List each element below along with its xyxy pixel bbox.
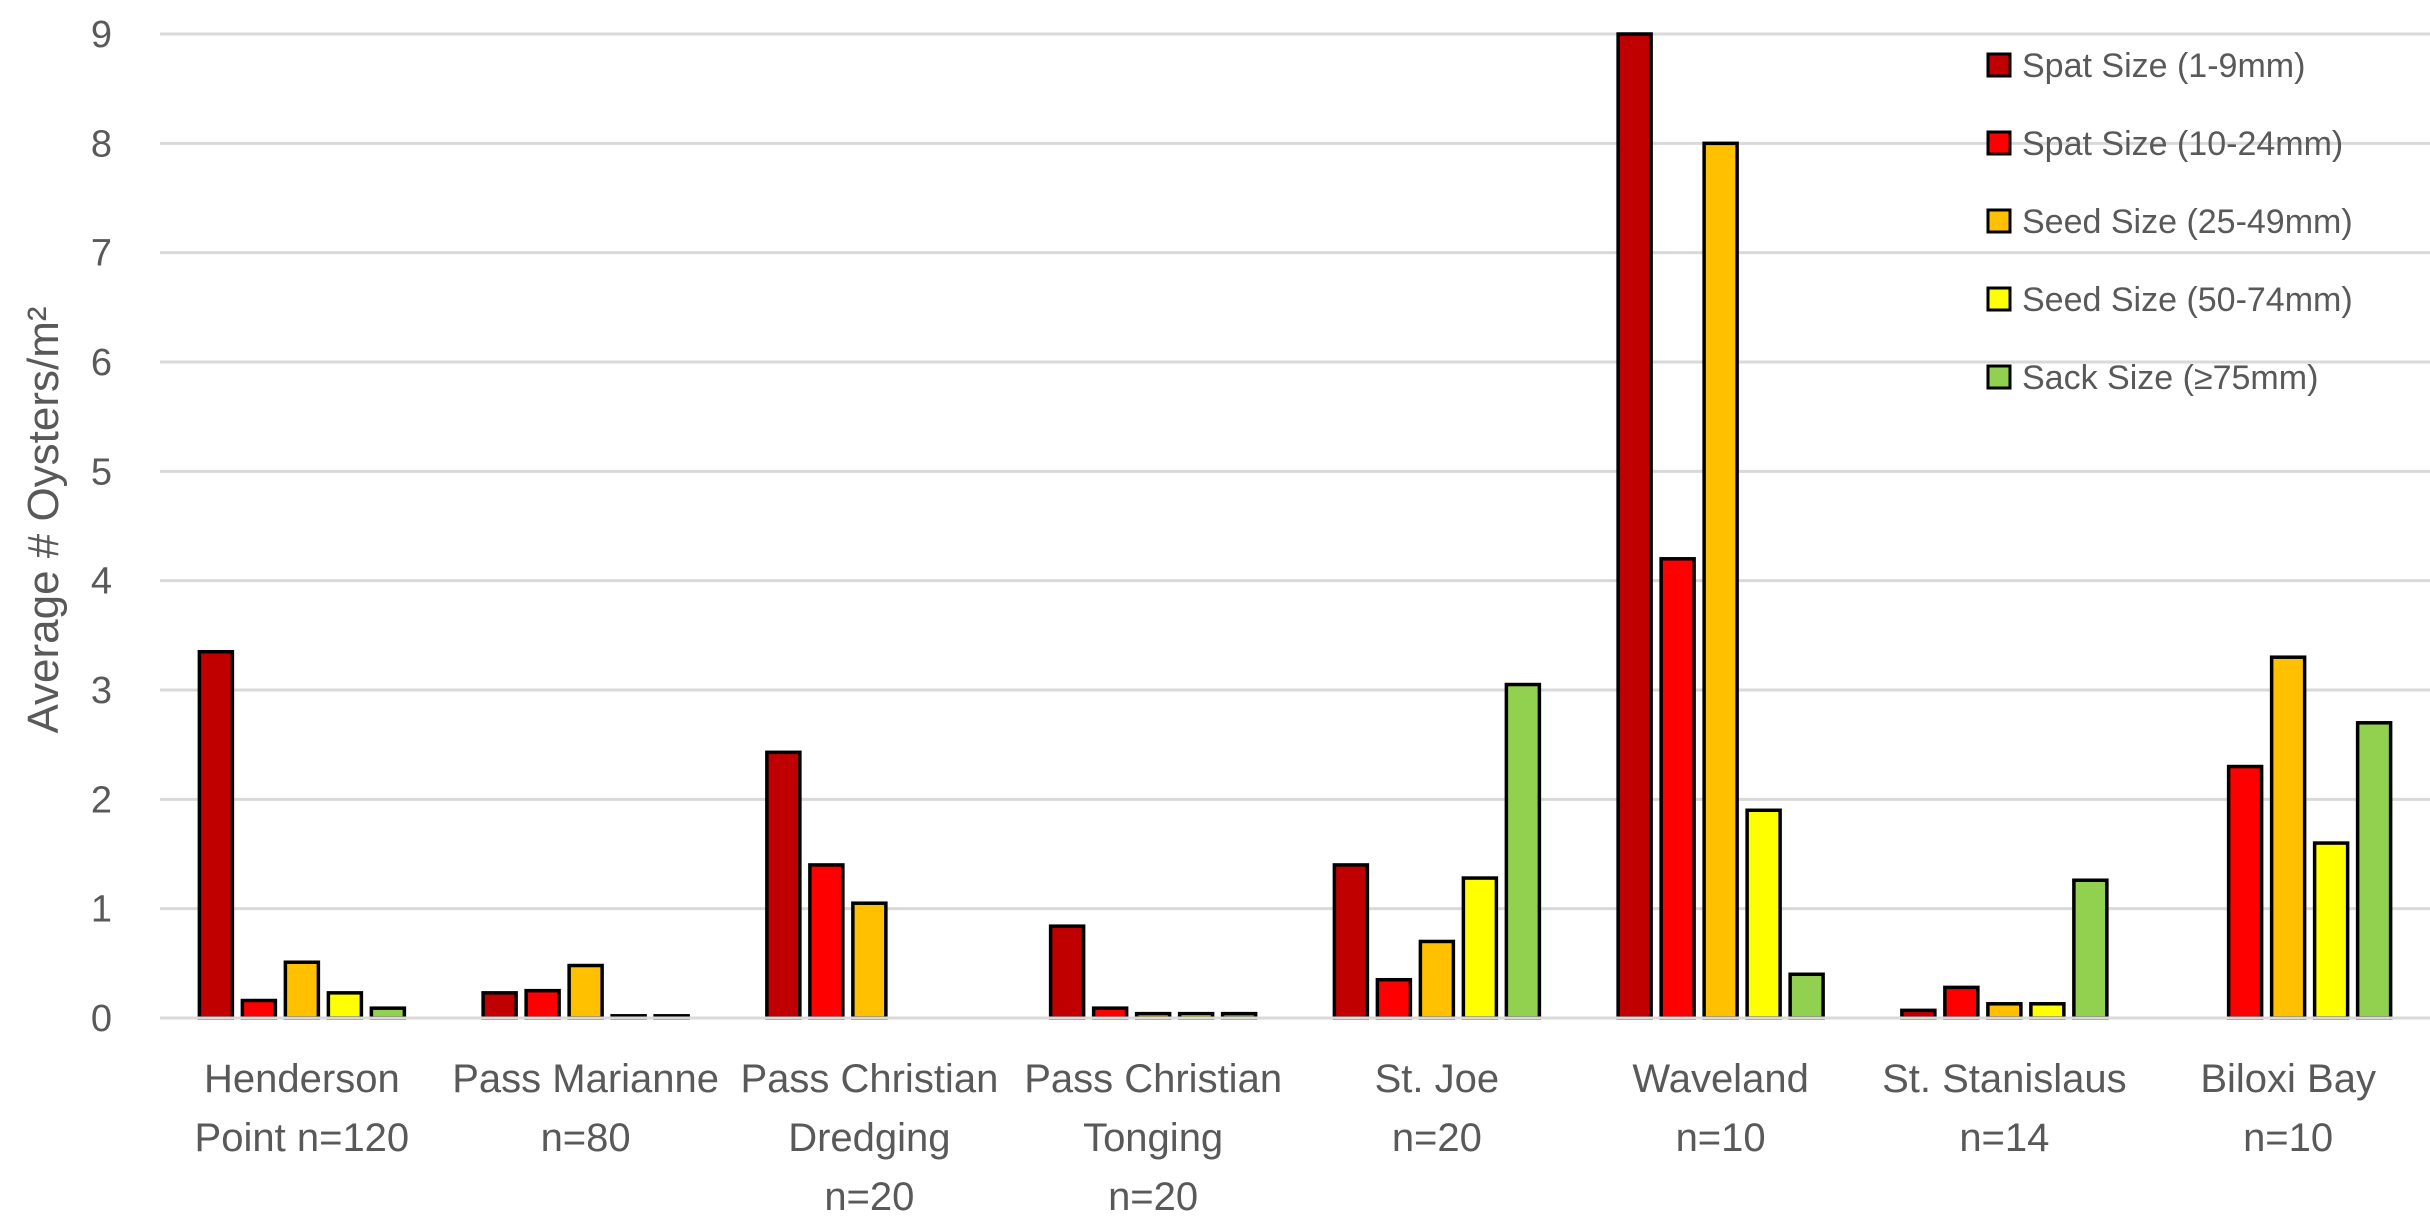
legend-label: Seed Size (25-49mm) xyxy=(2022,203,2353,241)
x-category-label: Pass Marianne xyxy=(452,1057,719,1101)
x-category-label: Dredging xyxy=(788,1116,950,1160)
y-tick-label: 0 xyxy=(91,998,112,1040)
legend-swatch xyxy=(1986,130,2012,156)
y-tick-label: 6 xyxy=(91,342,112,384)
bar xyxy=(1788,972,1825,1020)
x-category-label: n=20 xyxy=(1108,1175,1198,1217)
legend-swatch xyxy=(1986,364,2012,390)
bar xyxy=(2029,1002,2066,1020)
bar xyxy=(1616,32,1653,1020)
legend-label: Spat Size (1-9mm) xyxy=(2022,47,2305,85)
bar xyxy=(1461,876,1499,1020)
bar xyxy=(2312,841,2350,1020)
legend-swatch xyxy=(1986,208,2012,234)
x-category-label: Pass Christian xyxy=(1024,1057,1282,1101)
legend: Spat Size (1-9mm) Spat Size (10-24mm) Seed… xyxy=(1986,47,2353,397)
y-tick-label: 5 xyxy=(91,451,112,493)
bar xyxy=(2072,878,2109,1020)
legend-swatch xyxy=(1986,286,2012,312)
x-category-label: Biloxi Bay xyxy=(2200,1057,2376,1101)
bar xyxy=(2226,764,2264,1020)
y-tick-label: 7 xyxy=(91,233,112,275)
bar xyxy=(1702,141,1739,1020)
bars xyxy=(197,32,2393,1020)
bar xyxy=(326,991,364,1020)
y-axis-title: Average # Oysters/m² xyxy=(19,306,68,733)
x-category-label: Henderson xyxy=(204,1057,400,1101)
y-tick-label: 1 xyxy=(91,889,112,931)
category-labels: Henderson Point n=120 Pass Marianne n=80 Pas… xyxy=(195,1057,2376,1217)
y-axis-ticks: 0 1 2 3 4 5 6 7 8 9 xyxy=(91,14,112,1040)
bar xyxy=(524,988,561,1020)
legend-label: Seed Size (50-74mm) xyxy=(2022,281,2353,319)
x-category-label: St. Stanislaus xyxy=(1882,1057,2127,1101)
y-tick-label: 8 xyxy=(91,123,112,165)
bar xyxy=(2355,721,2393,1020)
bar xyxy=(1048,924,1086,1020)
bar xyxy=(1745,808,1782,1020)
bar xyxy=(1332,863,1370,1020)
x-category-label: St. Joe xyxy=(1375,1057,1500,1101)
bar xyxy=(481,991,518,1020)
bar xyxy=(240,998,278,1020)
bar xyxy=(808,863,845,1020)
x-category-label: n=20 xyxy=(824,1175,914,1217)
bar xyxy=(1418,939,1456,1020)
bar xyxy=(1659,557,1696,1020)
x-category-label: n=14 xyxy=(1959,1116,2049,1160)
legend-label: Sack Size (≥75mm) xyxy=(2022,359,2318,397)
legend-swatch xyxy=(1986,52,2012,78)
y-tick-label: 9 xyxy=(91,14,112,56)
x-category-label: n=20 xyxy=(1392,1116,1482,1160)
bar xyxy=(2269,655,2307,1020)
y-tick-label: 2 xyxy=(91,779,112,821)
bar xyxy=(1504,682,1542,1020)
y-tick-label: 3 xyxy=(91,670,112,712)
bar xyxy=(1943,985,1980,1020)
y-tick-label: 4 xyxy=(91,561,112,603)
bar xyxy=(765,750,802,1020)
bar xyxy=(851,901,888,1020)
x-category-label: n=10 xyxy=(2243,1116,2333,1160)
x-category-label: Waveland xyxy=(1632,1057,1808,1101)
bar xyxy=(567,963,604,1020)
gridlines xyxy=(160,32,2430,911)
legend-label: Spat Size (10-24mm) xyxy=(2022,125,2343,163)
bar xyxy=(283,960,321,1020)
x-category-label: Pass Christian xyxy=(740,1057,998,1101)
x-category-label: Tonging xyxy=(1083,1116,1223,1160)
x-category-label: Point n=120 xyxy=(195,1116,410,1160)
x-category-label: n=10 xyxy=(1676,1116,1766,1160)
bar xyxy=(197,649,235,1020)
bar xyxy=(1986,1002,2023,1020)
x-category-label: n=80 xyxy=(541,1116,631,1160)
bar xyxy=(1375,977,1413,1020)
